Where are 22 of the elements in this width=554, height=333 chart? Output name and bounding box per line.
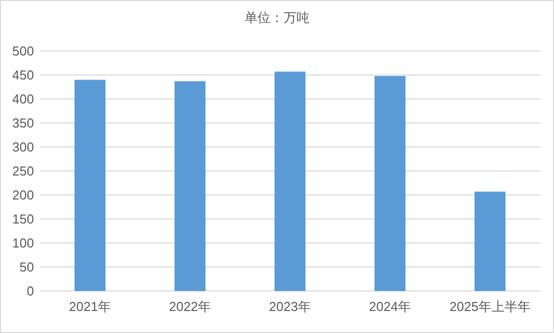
bar — [174, 81, 206, 291]
y-tick-label: 350 — [12, 116, 34, 130]
x-tick-label: 2023年 — [269, 299, 311, 314]
bar — [74, 80, 106, 291]
x-tick-label: 2024年 — [369, 299, 411, 314]
y-tick-label: 450 — [12, 68, 34, 82]
bar — [374, 76, 406, 291]
y-tick-label: 100 — [12, 236, 34, 250]
y-tick-label: 0 — [26, 284, 34, 298]
y-tick-label: 200 — [12, 188, 34, 202]
x-tick-label: 2022年 — [169, 299, 211, 314]
y-tick-label: 300 — [12, 140, 34, 154]
y-tick-label: 250 — [12, 164, 34, 178]
chart-title: 单位：万吨 — [244, 10, 310, 25]
bar — [474, 192, 506, 291]
x-tick-label: 2025年上半年 — [450, 299, 530, 314]
y-tick-label: 400 — [12, 92, 34, 106]
bar — [274, 72, 306, 291]
y-tick-label: 150 — [12, 212, 34, 226]
y-tick-label: 50 — [20, 260, 34, 274]
y-tick-label: 500 — [12, 44, 34, 58]
x-tick-label: 2021年 — [69, 299, 111, 314]
